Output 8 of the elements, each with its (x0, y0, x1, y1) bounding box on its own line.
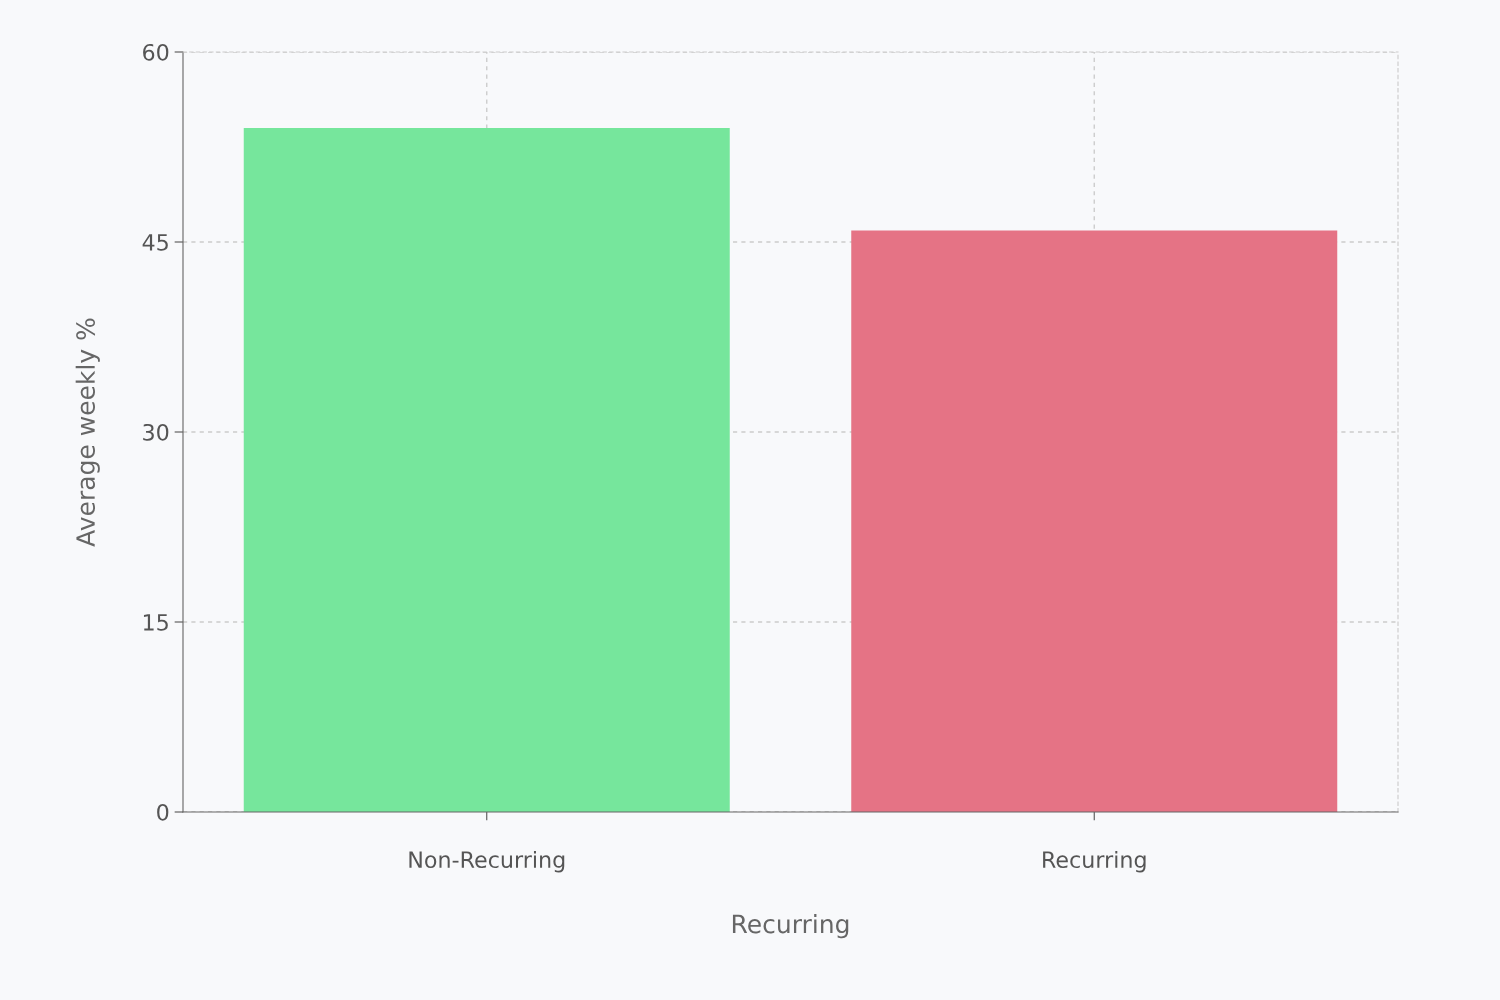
y-tick-label: 45 (142, 234, 168, 251)
y-tick-label: 60 (143, 43, 169, 61)
y-tick-label: 15 (143, 614, 168, 631)
x-tick-label: Non-Recurring (409, 850, 565, 873)
y-axis-title: Average weekly % (75, 318, 100, 547)
x-axis-title: Recurring (732, 914, 849, 939)
y-tick-label: 30 (143, 423, 169, 441)
y-tick-label: 0 (157, 803, 169, 821)
